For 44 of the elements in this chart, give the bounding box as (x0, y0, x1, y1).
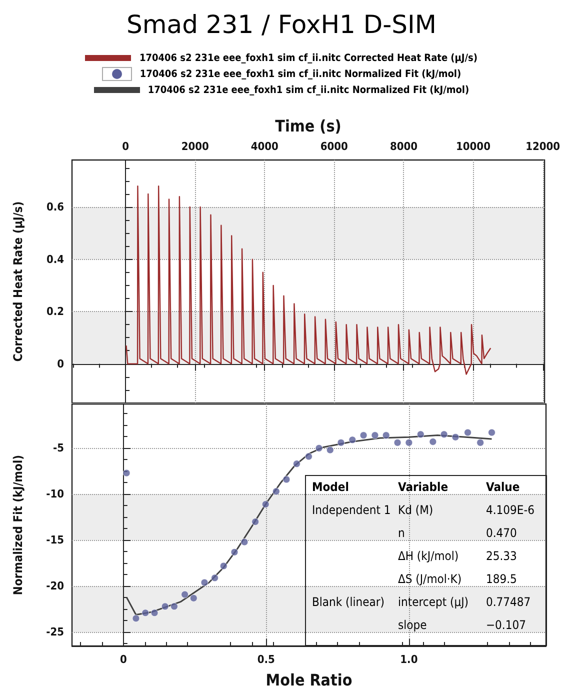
annotation: Independent 1 (312, 503, 391, 517)
y-tick-label: -10 (46, 488, 64, 501)
annotation: Value (486, 480, 520, 494)
x-tick-label: 0 (122, 140, 130, 153)
annotation: 189.5 (486, 572, 517, 586)
annotation: slope (398, 618, 427, 632)
x-tick-label: 2000 (181, 140, 209, 153)
annotation: 4.109E-6 (486, 503, 534, 517)
y-axis-title: Normalized Fit (kJ/mol) (11, 454, 25, 596)
y-tick-label: 0.4 (46, 252, 64, 266)
y-tick-label: -25 (46, 626, 64, 639)
annotation: Kd (M) (398, 503, 434, 517)
x-tick-label: 0.5 (257, 653, 276, 666)
annotation: Variable (398, 480, 448, 494)
legend-label: 170406 s2 231e eee_foxh1 sim cf_ii.nitc Corrected Heat Rate (μJ/s) (139, 52, 478, 64)
annotation: ΔS (J/mol·K) (398, 572, 462, 586)
y-tick-label: 0.6 (46, 200, 64, 214)
annotation: Blank (linear) (312, 595, 385, 609)
y-tick-label: -5 (53, 442, 64, 455)
x-tick-label: 0 (120, 653, 127, 666)
x-tick-label: 6000 (320, 140, 348, 153)
annotation: n (398, 526, 405, 540)
x-axis-title: Time (s) (275, 116, 342, 136)
y-tick-label: -15 (46, 534, 64, 547)
x-tick-label: 8000 (390, 140, 418, 153)
legend-label: 170406 s2 231e eee_foxh1 sim cf_ii.nitc Normalized Fit (kJ/mol) (140, 68, 462, 80)
annotation: 0.77487 (486, 595, 531, 609)
y-tick-label: 0 (57, 357, 64, 370)
x-tick-label: 12000 (526, 140, 560, 153)
y-tick-label: 0.2 (46, 305, 64, 318)
annotation: Model (312, 480, 349, 494)
x-tick-label: 10000 (456, 140, 491, 153)
annotation: −0.107 (486, 618, 526, 632)
y-axis-title: Corrected Heat Rate (μJ/s) (11, 201, 25, 362)
y-tick-label: -20 (46, 580, 64, 593)
annotation: 0.470 (486, 526, 517, 540)
annotation: 25.33 (486, 549, 517, 563)
legend-label: 170406 s2 231e eee_foxh1 sim cf_ii.nitc Normalized Fit (kJ/mol) (148, 84, 470, 96)
annotation: intercept (μJ) (398, 595, 468, 609)
x-axis-title: Mole Ratio (266, 670, 352, 690)
x-tick-label: 1.0 (400, 653, 418, 666)
x-tick-label: 4000 (250, 140, 279, 153)
annotation: ΔH (kJ/mol) (398, 549, 459, 563)
chart-title: Smad 231 / FoxH1 D-SIM (126, 10, 438, 39)
